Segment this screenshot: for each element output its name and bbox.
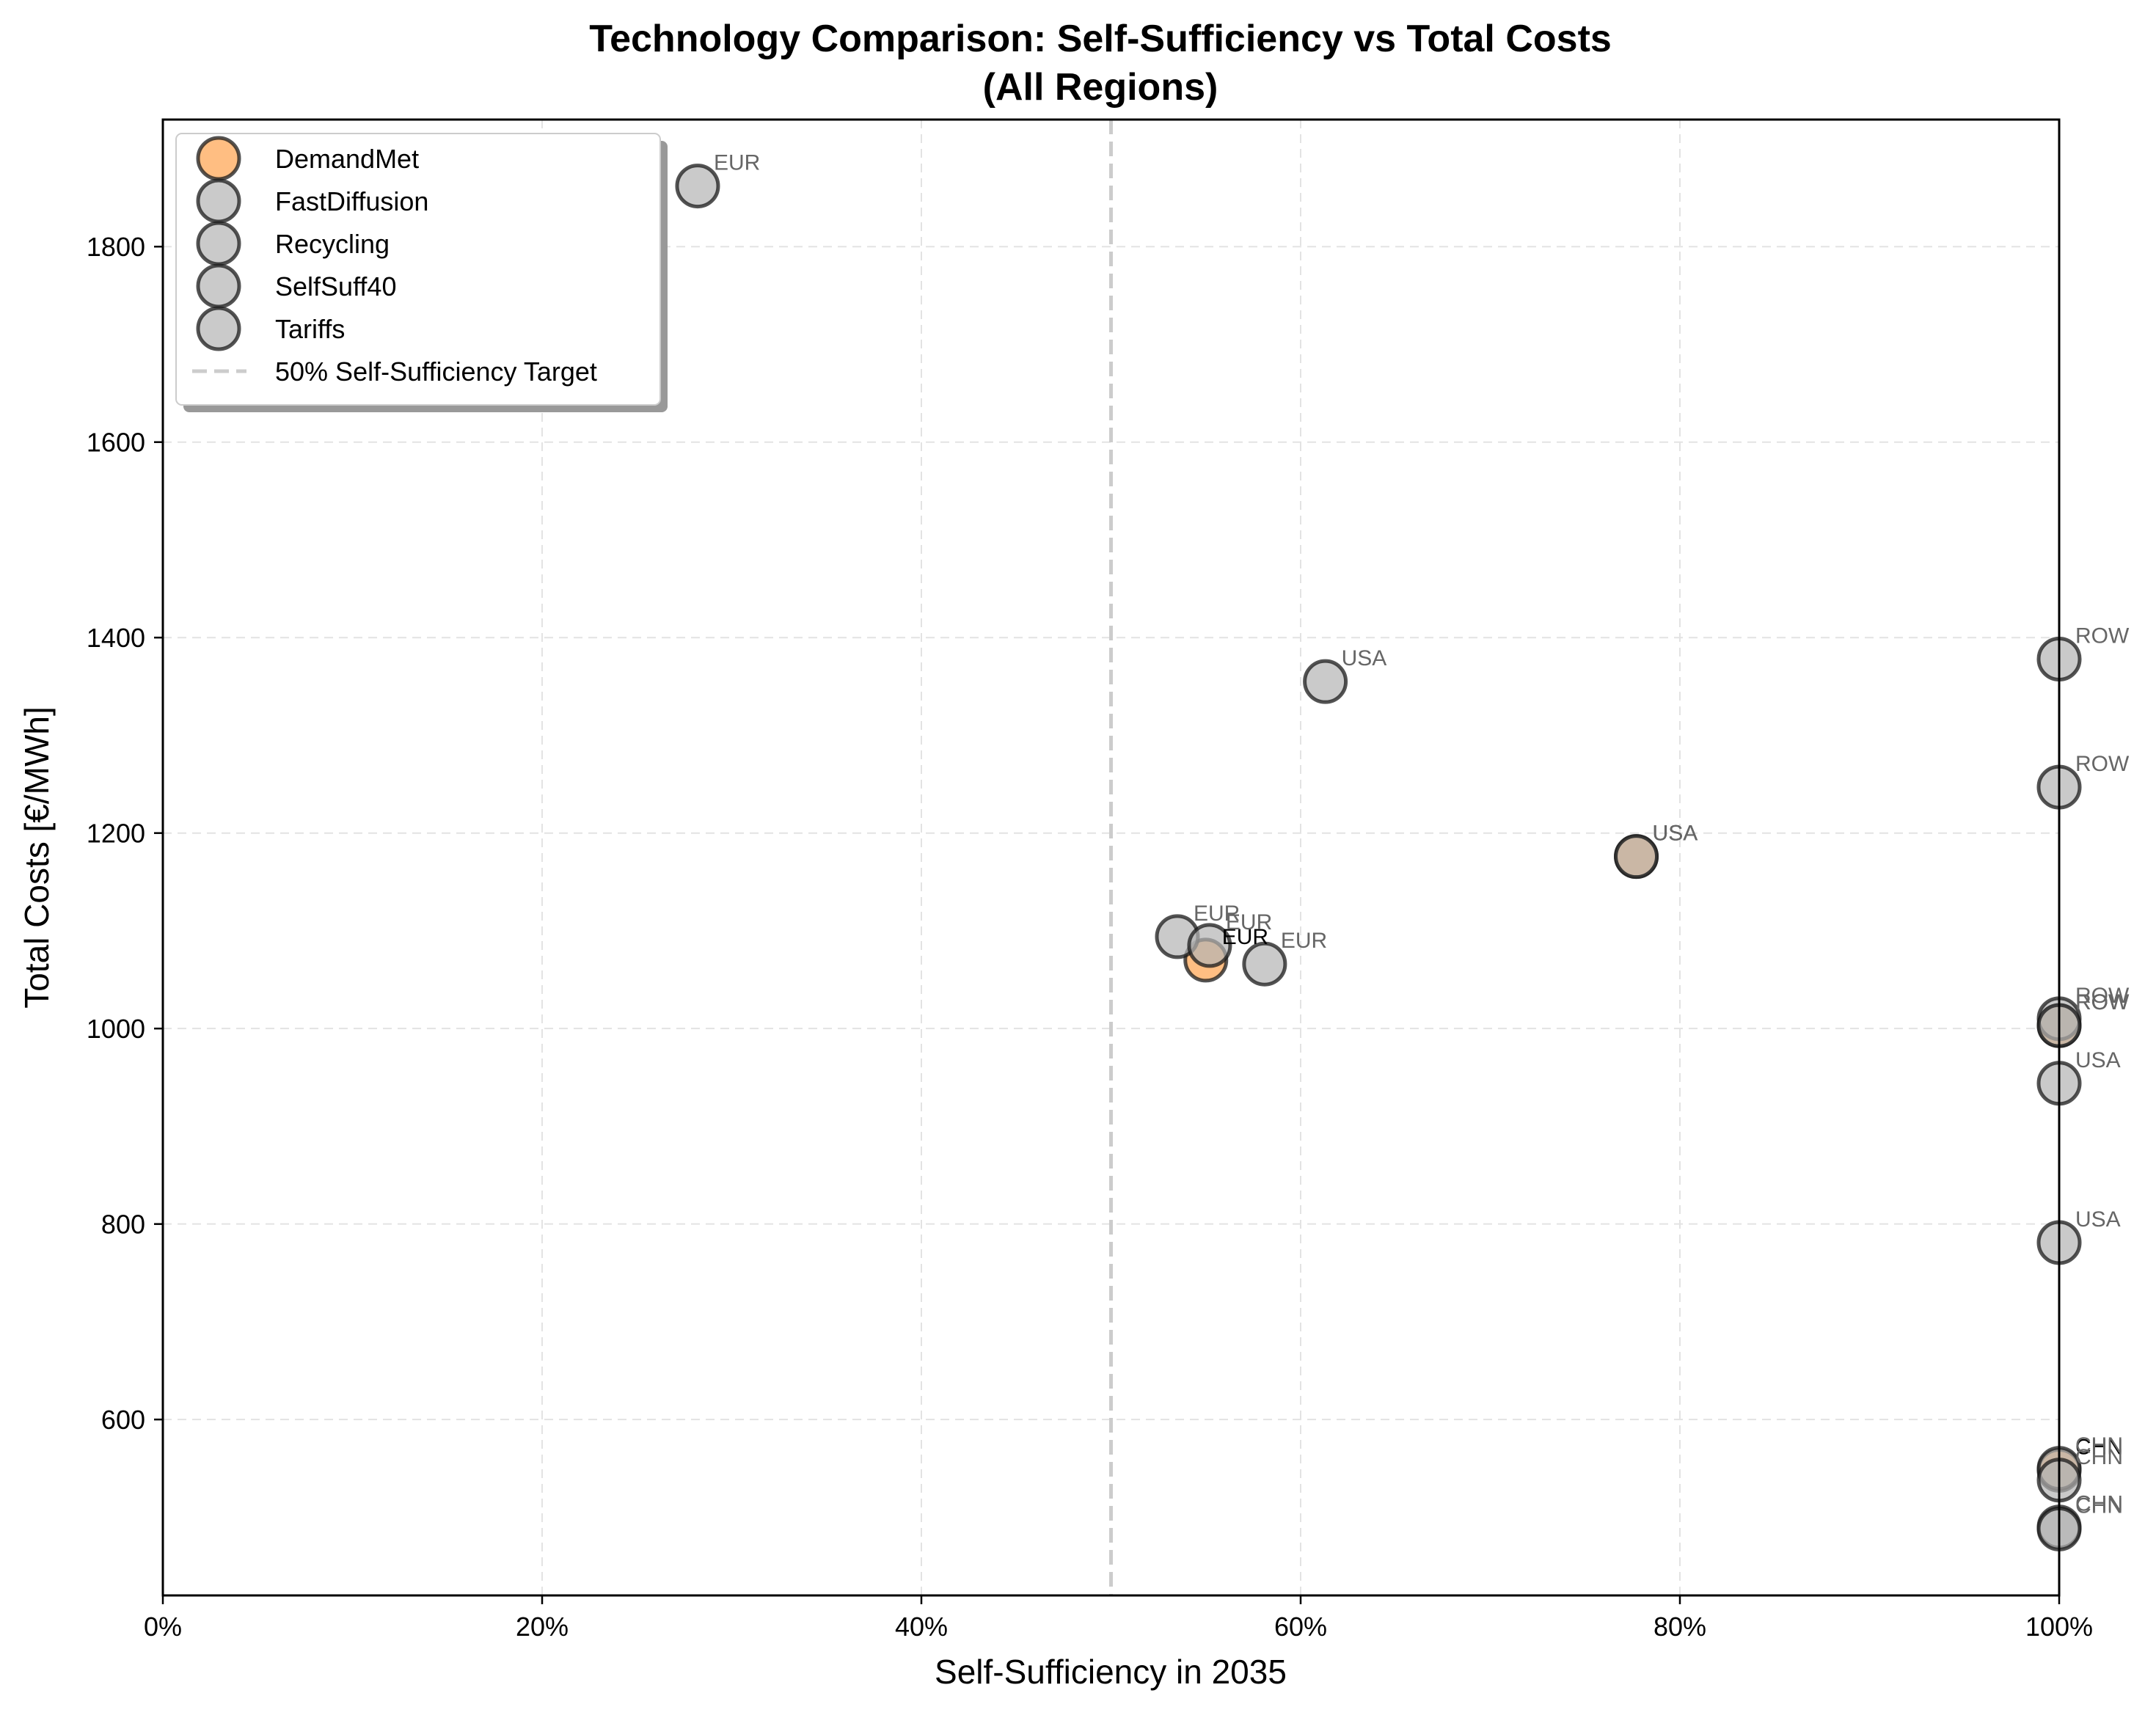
- legend-marker: [196, 221, 241, 266]
- point-label: USA: [1342, 646, 1387, 670]
- legend-entry-target: 50% Self-Sufficiency Target: [275, 356, 597, 387]
- legend-marker: [196, 136, 241, 181]
- y-tick-label: 1400: [87, 623, 145, 653]
- point-label: CHN: [2075, 1492, 2123, 1516]
- point-selfsuff40-eur: [1242, 941, 1287, 987]
- point-label: ROW: [2075, 990, 2130, 1014]
- x-tick-label: 60%: [1274, 1612, 1327, 1642]
- point-label: USA: [1653, 822, 1698, 846]
- y-tick-label: 1000: [87, 1014, 145, 1044]
- point-label: CHN: [2075, 1433, 2123, 1458]
- point-labels: EUR USA ROW CHN EUR USA ROW CHN EUR USA ROW CHN EUR U…: [714, 151, 2130, 1518]
- x-tick-label: 100%: [2025, 1612, 2093, 1642]
- point-label: EUR: [1226, 910, 1272, 935]
- y-tick-label: 600: [101, 1405, 145, 1435]
- x-tick-label: 20%: [516, 1612, 569, 1642]
- point-label: USA: [2075, 1207, 2121, 1232]
- point-label: EUR: [714, 151, 760, 175]
- chart-title: Technology Comparison: Self-Sufficiency …: [589, 18, 1612, 60]
- legend-entry: FastDiffusion: [275, 186, 428, 216]
- point-label: ROW: [2075, 990, 2130, 1014]
- data-points: [675, 164, 2082, 1551]
- x-axis-ticks: 0% 20% 40% 60% 80% 100%: [144, 1595, 2093, 1642]
- point-label: ROW: [2075, 984, 2130, 1008]
- point-tariffs-eur: [1187, 923, 1232, 968]
- point-fastdiffusion-usa: [1303, 659, 1348, 704]
- legend-marker: [196, 306, 241, 351]
- legend-marker: [196, 178, 241, 224]
- point-label: EUR: [1194, 902, 1240, 926]
- y-tick-label: 1600: [87, 428, 145, 458]
- point-label: CHN: [2075, 1435, 2123, 1459]
- x-axis-label: Self-Sufficiency in 2035: [935, 1653, 1287, 1691]
- y-axis-ticks: 600 800 1000 1200 1400 1600 1800: [87, 232, 163, 1435]
- point-label: CHN: [2075, 1445, 2123, 1469]
- point-label: ROW: [2075, 624, 2130, 648]
- y-tick-label: 1800: [87, 232, 145, 262]
- x-tick-label: 80%: [1653, 1612, 1706, 1642]
- x-tick-label: 0%: [144, 1612, 182, 1642]
- plot-frame: [161, 118, 2061, 1597]
- x-tick-label: 40%: [895, 1612, 948, 1642]
- point-label: USA: [2075, 1048, 2121, 1072]
- point-label: ROW: [2075, 752, 2130, 776]
- y-tick-label: 1200: [87, 819, 145, 849]
- point-label: USA: [1653, 822, 1698, 846]
- legend: DemandMet FastDiffusion Recycling SelfSuff4…: [175, 133, 668, 412]
- legend-entry: DemandMet: [275, 144, 419, 174]
- point-label: EUR: [1222, 925, 1268, 949]
- point-recycling-usa: [1614, 834, 1659, 880]
- legend-marker: [196, 263, 241, 309]
- legend-box: [175, 133, 661, 406]
- point-label: CHN: [2075, 1493, 2123, 1518]
- legend-entry: Tariffs: [275, 314, 345, 344]
- point-fastdiffusion-eur: [675, 164, 720, 209]
- point-label: EUR: [1281, 929, 1327, 953]
- y-tick-label: 800: [101, 1210, 145, 1240]
- legend-entry: SelfSuff40: [275, 271, 396, 301]
- chart-subtitle: (All Regions): [983, 66, 1218, 109]
- legend-entry: Recycling: [275, 229, 390, 259]
- y-axis-label: Total Costs [€/MWh]: [18, 706, 56, 1009]
